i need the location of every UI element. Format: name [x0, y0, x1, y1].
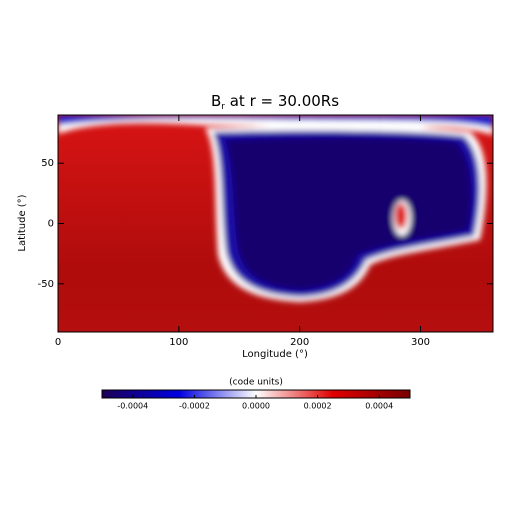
colorbar-tick-label: 0.0000 — [242, 402, 270, 411]
colorbar-tick-label: -0.0002 — [179, 402, 210, 411]
y-axis-label: Latitude (°) — [17, 194, 28, 251]
chart-title: Br at r = 30.00Rs — [211, 92, 339, 112]
x-tick-label: 100 — [169, 337, 188, 348]
colorbar-tick-label: 0.0004 — [365, 402, 393, 411]
x-tick-label: 300 — [411, 337, 430, 348]
field — [58, 115, 493, 332]
x-tick-label: 200 — [290, 337, 309, 348]
colorbar-tick-label: -0.0004 — [117, 402, 148, 411]
title-part: r — [221, 102, 225, 112]
title-part: at r = 30.00Rs — [225, 92, 339, 110]
x-tick-label: 0 — [55, 337, 61, 348]
colorbar-label: (code units) — [229, 378, 283, 388]
colorbar-tick-label: 0.0002 — [304, 402, 332, 411]
x-axis-label: Longitude (°) — [242, 349, 308, 360]
y-tick-label: -50 — [38, 279, 54, 290]
title-part: B — [211, 92, 221, 110]
y-tick-label: 50 — [41, 158, 54, 169]
y-tick-label: 0 — [48, 219, 54, 230]
